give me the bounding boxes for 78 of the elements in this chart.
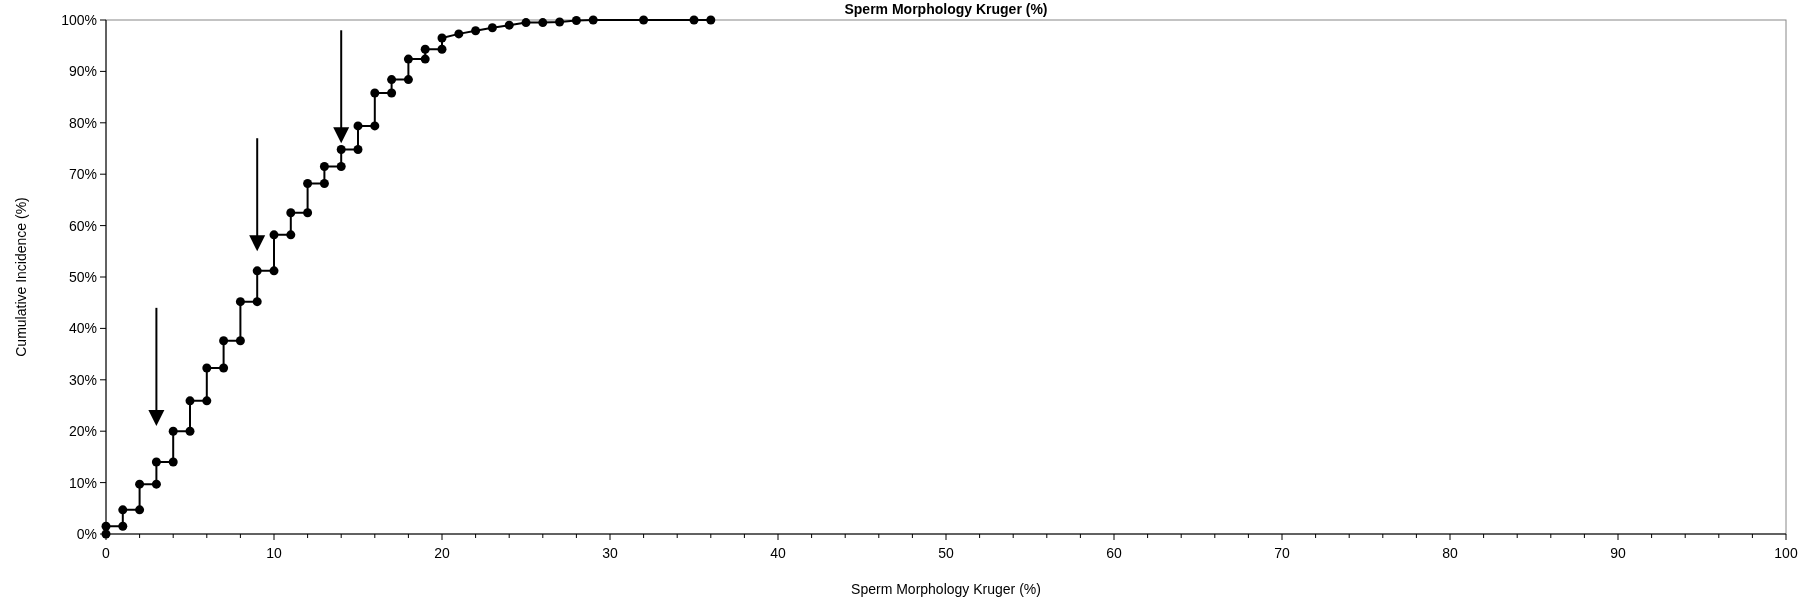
x-tick-label: 80 (1442, 545, 1458, 561)
point (286, 230, 296, 240)
point (168, 426, 178, 436)
point (303, 178, 313, 188)
point (504, 20, 514, 30)
point (437, 44, 447, 54)
y-tick-label: 80% (68, 114, 97, 131)
point (387, 75, 397, 85)
y-tick-label: 10% (68, 474, 97, 491)
point (639, 15, 649, 25)
x-tick-label: 50 (938, 545, 954, 561)
point (689, 15, 699, 25)
point (303, 208, 313, 218)
point (252, 297, 262, 307)
point (118, 521, 128, 531)
x-tick-label: 70 (1274, 545, 1290, 561)
point (471, 26, 481, 36)
point (555, 17, 565, 27)
y-tick-label: 40% (68, 320, 97, 337)
point (353, 145, 363, 155)
y-tick-label: 30% (68, 371, 97, 388)
point (370, 88, 380, 98)
point (336, 161, 346, 171)
point (706, 15, 716, 25)
x-tick-label: 30 (602, 545, 618, 561)
point (420, 44, 430, 54)
point (588, 15, 598, 25)
y-tick-label: 50% (68, 269, 97, 285)
point (185, 426, 195, 436)
point (538, 18, 548, 28)
x-tick-label: 20 (434, 545, 450, 561)
point (437, 33, 447, 43)
point (336, 145, 346, 155)
point (319, 161, 329, 171)
point (235, 297, 245, 307)
point (387, 88, 397, 98)
point (403, 54, 413, 64)
chart-title: Sperm Morphology Kruger (%) (844, 1, 1048, 17)
point (202, 396, 212, 406)
x-tick-label: 90 (1610, 545, 1626, 561)
point (521, 18, 531, 28)
y-tick-label: 0% (76, 526, 97, 542)
point (151, 479, 161, 489)
point (571, 16, 581, 26)
point (219, 336, 229, 346)
point (235, 336, 245, 346)
x-tick-label: 60 (1106, 545, 1122, 561)
point (269, 230, 279, 240)
point (168, 457, 178, 467)
y-tick-label: 60% (68, 217, 97, 234)
y-axis-title: Cumulative Incidence (%) (13, 197, 29, 357)
x-axis-title: Sperm Morphology Kruger (%) (851, 581, 1041, 597)
point (370, 121, 380, 131)
y-tick-label: 90% (68, 63, 97, 80)
y-tick-label: 70% (68, 166, 97, 183)
point (420, 54, 430, 64)
point (101, 521, 111, 531)
point (319, 178, 329, 188)
point (269, 266, 279, 276)
point (185, 396, 195, 406)
point (219, 363, 229, 373)
point (135, 505, 145, 515)
point (135, 479, 145, 489)
x-tick-label: 0 (102, 545, 111, 561)
point (454, 29, 464, 39)
point (202, 363, 212, 373)
point (403, 75, 413, 85)
point (252, 266, 262, 276)
point (151, 457, 161, 467)
point (286, 208, 296, 218)
x-tick-label: 10 (266, 545, 282, 561)
point (487, 23, 497, 33)
x-tick-label: 100 (1774, 545, 1798, 561)
x-tick-label: 40 (770, 545, 786, 561)
point (353, 121, 363, 131)
y-tick-label: 20% (68, 423, 97, 440)
point (118, 505, 128, 515)
y-tick-label: 100% (61, 12, 97, 28)
